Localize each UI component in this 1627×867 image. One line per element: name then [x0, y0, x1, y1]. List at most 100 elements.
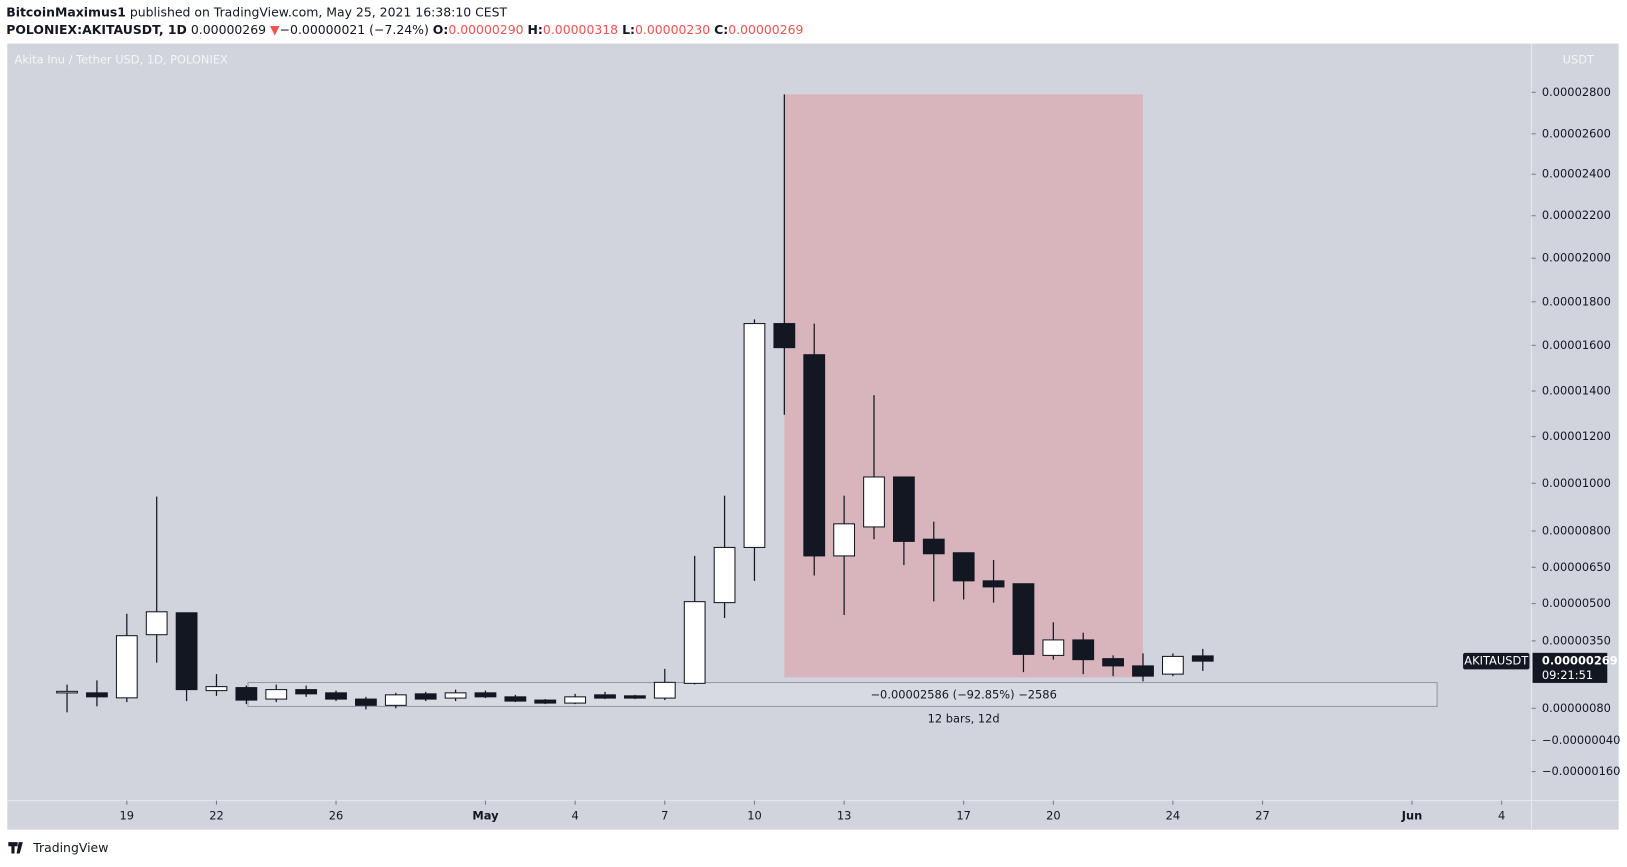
candle-body	[713, 546, 736, 604]
y-tick-label: 0.00002800	[1542, 85, 1611, 99]
y-tick-label: 0.00000080	[1542, 701, 1611, 715]
candle-body	[145, 611, 168, 636]
candle-body	[175, 612, 198, 691]
x-tick-label: 4	[571, 809, 578, 823]
x-tick-label: May	[472, 809, 499, 823]
y-tick-label: 0.00001400	[1542, 383, 1611, 397]
candle-body	[265, 689, 288, 700]
y-tick-label: 0.00001000	[1542, 476, 1611, 490]
y-tick-label: 0.00001800	[1542, 294, 1611, 308]
candle-body	[205, 686, 228, 692]
header-line: POLONIEX:AKITAUSDT, 1D 0.00000269 ▼−0.00…	[6, 22, 803, 37]
x-tick-label: 27	[1255, 809, 1270, 823]
x-tick-label: 10	[747, 809, 762, 823]
y-tick-label: 0.00000650	[1542, 560, 1611, 574]
candle-body	[56, 690, 78, 694]
candle-body	[833, 523, 856, 557]
x-tick-label: 20	[1046, 809, 1061, 823]
x-tick-label: 26	[329, 809, 344, 823]
change: −0.00000021 (−7.24%)	[280, 22, 429, 37]
y-tick-label: 0.00002400	[1542, 167, 1611, 181]
y-tick-label: 0.00001600	[1542, 338, 1611, 352]
candle-body	[922, 538, 945, 555]
candle-body	[624, 695, 646, 699]
price-box	[1532, 652, 1608, 683]
price-value: 0.00000269	[1542, 654, 1618, 668]
candle-body	[683, 601, 706, 684]
candle-body	[1012, 583, 1035, 655]
y-tick-label: 0.00002600	[1542, 126, 1611, 140]
ohlc-key: C:	[714, 22, 728, 37]
logo-area	[6, 837, 29, 858]
candle-body	[1072, 639, 1095, 661]
candle-body	[325, 692, 347, 700]
price-symbol-box	[1463, 652, 1530, 670]
ohlc-key: L:	[622, 22, 635, 37]
arrow: ▼	[270, 22, 280, 37]
candle-body	[564, 696, 587, 704]
header-line: BitcoinMaximus1 published on TradingView…	[6, 4, 507, 19]
candle-body	[295, 689, 318, 695]
x-tick-label: 13	[837, 809, 852, 823]
y-tick-label: 0.00002000	[1542, 251, 1611, 265]
ohlc-value: 0.00000230	[635, 22, 710, 37]
logo	[8, 842, 23, 854]
candle-body	[594, 694, 616, 699]
candle-body	[1161, 655, 1184, 675]
candle-body	[743, 323, 766, 548]
price-countdown: 09:21:51	[1542, 668, 1593, 682]
x-tick-label: 7	[661, 809, 668, 823]
candle-body	[444, 692, 467, 699]
x-tick-label: 17	[956, 809, 971, 823]
candle-body	[653, 681, 676, 699]
publisher: BitcoinMaximus1	[6, 4, 126, 19]
candle-body	[982, 580, 1005, 588]
published: published on TradingView.com, May 25, 20…	[130, 4, 508, 19]
candle-body	[863, 476, 885, 528]
candle-body	[474, 692, 497, 698]
footer-brand[interactable]: TradingView	[32, 840, 108, 855]
y-tick-label: 0.00000350	[1542, 633, 1611, 647]
candle-body	[86, 692, 108, 698]
y-tick-label: 0.00001200	[1542, 429, 1611, 443]
y-tick-label: 0.00002200	[1542, 208, 1611, 222]
y-tick-label: 0.00000800	[1542, 523, 1611, 537]
candle-body	[504, 696, 527, 702]
symbol: POLONIEX:AKITAUSDT, 1D	[6, 22, 187, 37]
candle-body	[952, 552, 975, 582]
y-unit: USDT	[1563, 53, 1594, 67]
last: 0.00000269	[191, 22, 266, 37]
x-tick-label: 4	[1498, 809, 1505, 823]
x-tick-label: 19	[120, 809, 135, 823]
candle-body	[803, 354, 826, 557]
price-symbol: AKITAUSDT	[1464, 654, 1528, 668]
y-tick-label: 0.00000500	[1542, 596, 1611, 610]
candle-body	[235, 687, 258, 701]
candle-body	[893, 476, 915, 542]
range-sublabel: 12 bars, 12d	[928, 711, 1000, 725]
plot: 0.00002800 0.00002600 0.00002400 0.00002200…	[56, 85, 1621, 823]
range-label: −0.00002586 (−92.85%) −2586	[870, 688, 1056, 702]
ohlc-value: 0.00000318	[543, 22, 618, 37]
ohlc-key: H:	[528, 22, 543, 37]
x-tick-label: 24	[1166, 809, 1181, 823]
candle-body	[1102, 658, 1125, 667]
y-tick-label: −0.00000040	[1542, 733, 1621, 747]
ohlc-key: O:	[433, 22, 449, 37]
candle-body	[1132, 665, 1154, 677]
ohlc-value: 0.00000290	[448, 22, 523, 37]
candle-body	[1042, 639, 1065, 656]
y-tick-label: −0.00000160	[1542, 764, 1621, 778]
candle-body	[534, 699, 557, 704]
candle-body	[115, 635, 138, 699]
candle-body	[1191, 655, 1214, 662]
x-tick-label: Jun	[1401, 809, 1423, 823]
candle-body	[384, 694, 407, 706]
ohlc-value: 0.00000269	[728, 22, 803, 37]
candle-body	[355, 698, 377, 706]
candle-body	[773, 323, 796, 349]
x-tick-label: 22	[209, 809, 224, 823]
chart-title: Akita Inu / Tether USD, 1D, POLONIEX	[15, 53, 229, 67]
